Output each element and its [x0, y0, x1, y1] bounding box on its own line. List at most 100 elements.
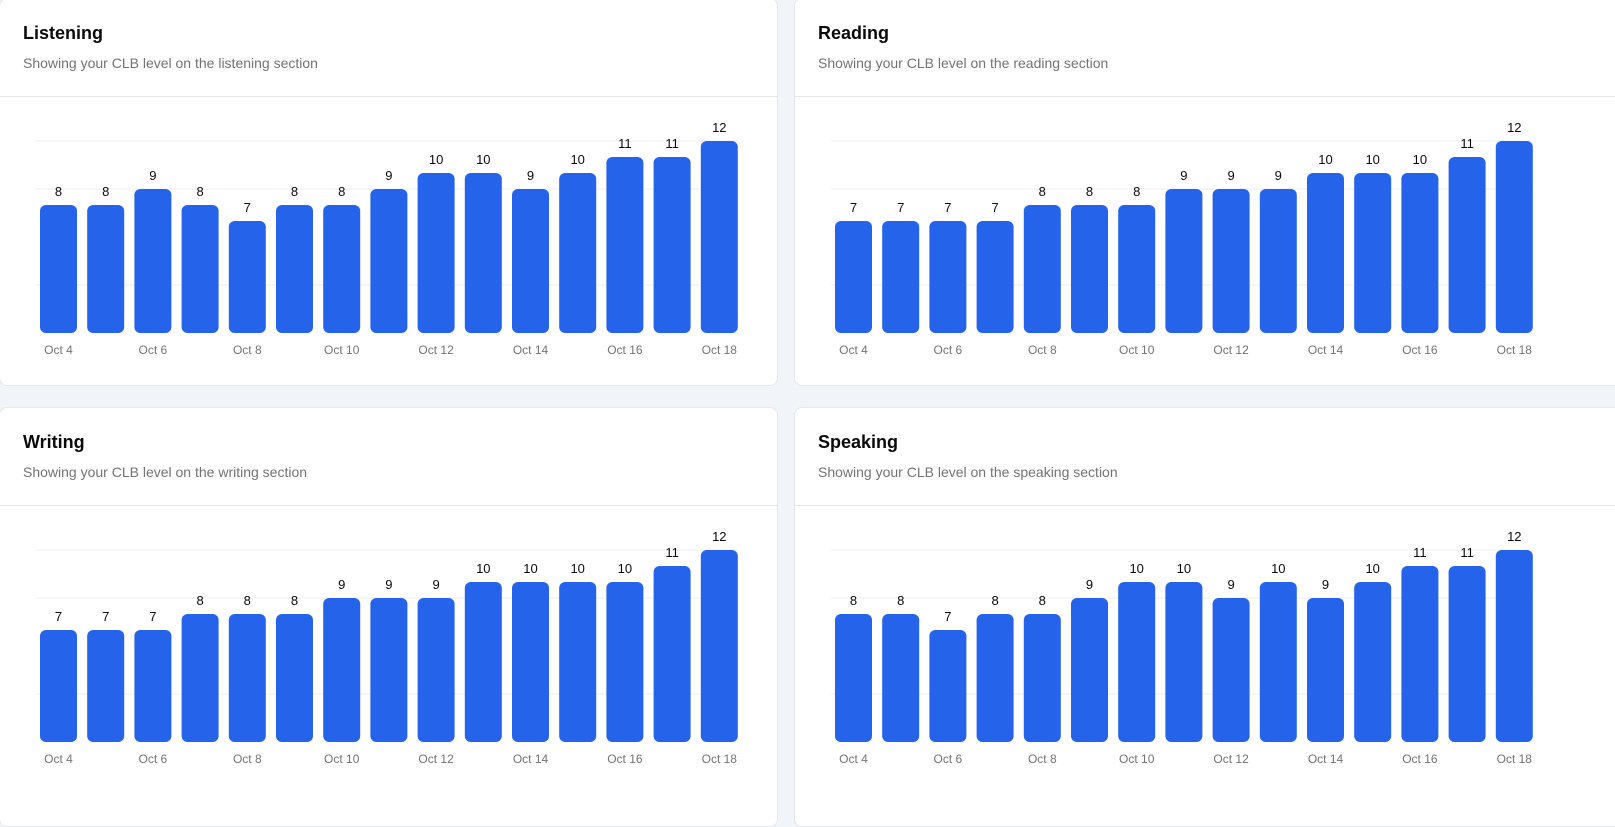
bar: [1259, 582, 1297, 742]
bar: [1118, 582, 1156, 742]
reading-card: Reading Showing your CLB level on the re…: [794, 0, 1615, 386]
bar-value-label: 8: [1039, 593, 1046, 608]
bar: [653, 566, 691, 742]
bar-value-label: 8: [1039, 184, 1046, 199]
bar: [835, 221, 872, 333]
bar-value-label: 11: [1460, 545, 1474, 560]
bar: [1023, 614, 1061, 742]
bar: [228, 614, 266, 742]
bar: [882, 614, 920, 742]
bar: [181, 614, 219, 742]
bar-value-label: 10: [523, 561, 537, 576]
card-header: Speaking Showing your CLB level on the s…: [795, 408, 1615, 506]
bar-value-label: 8: [244, 593, 251, 608]
bar: [370, 189, 408, 333]
x-tick-label: Oct 16: [1402, 752, 1438, 766]
x-tick-label: Oct 18: [1497, 343, 1533, 357]
bar: [134, 630, 172, 742]
bar-value-label: 11: [665, 545, 679, 560]
x-tick-label: Oct 10: [324, 752, 360, 766]
bar-value-label: 9: [527, 168, 534, 183]
bar-value-label: 9: [1275, 168, 1282, 183]
x-tick-label: Oct 12: [418, 343, 454, 357]
bar: [1307, 598, 1344, 742]
bar: [1165, 189, 1203, 333]
bar: [417, 598, 455, 742]
card-subtitle: Showing your CLB level on the listening …: [23, 55, 318, 71]
card-header: Writing Showing your CLB level on the wr…: [0, 408, 777, 506]
bar-value-label: 9: [432, 577, 439, 592]
bar: [606, 582, 644, 742]
x-tick-label: Oct 8: [1028, 343, 1057, 357]
bar-value-label: 9: [1322, 577, 1329, 592]
bar-value-label: 7: [991, 200, 998, 215]
bar: [1118, 205, 1156, 333]
bar: [1448, 566, 1486, 742]
bar-value-label: 7: [55, 609, 62, 624]
bar-value-label: 10: [1365, 561, 1379, 576]
bar: [1354, 173, 1392, 333]
x-tick-label: Oct 6: [139, 343, 168, 357]
bar: [87, 630, 125, 742]
bar-value-label: 10: [1318, 152, 1332, 167]
x-tick-label: Oct 14: [513, 752, 549, 766]
card-header: Listening Showing your CLB level on the …: [0, 0, 777, 97]
x-tick-label: Oct 10: [1119, 343, 1155, 357]
bar-value-label: 10: [1271, 561, 1285, 576]
x-tick-label: Oct 18: [702, 343, 738, 357]
bar: [1495, 550, 1533, 742]
bar: [1071, 598, 1108, 742]
bar-value-label: 9: [385, 577, 392, 592]
card-title: Listening: [23, 23, 103, 43]
bar-value-label: 11: [1413, 545, 1427, 560]
x-tick-label: Oct 4: [839, 343, 868, 357]
bar: [700, 141, 738, 333]
card-header: Reading Showing your CLB level on the re…: [795, 0, 1615, 97]
bar-value-label: 8: [291, 184, 298, 199]
bar: [134, 189, 172, 333]
x-tick-label: Oct 10: [324, 343, 360, 357]
bar-value-label: 12: [712, 529, 726, 544]
bar-value-label: 8: [196, 593, 203, 608]
card-title: Writing: [23, 432, 85, 452]
x-tick-label: Oct 18: [1497, 752, 1533, 766]
bar: [1165, 582, 1203, 742]
bar: [929, 630, 967, 742]
bar: [1354, 582, 1392, 742]
bar: [464, 173, 502, 333]
bar: [559, 173, 597, 333]
bar-value-label: 8: [55, 184, 62, 199]
bar-value-label: 10: [570, 152, 584, 167]
bar: [882, 221, 920, 333]
bar-value-label: 10: [618, 561, 632, 576]
bar: [1495, 141, 1533, 333]
bar: [1071, 205, 1108, 333]
x-tick-label: Oct 12: [1213, 343, 1249, 357]
bar-value-label: 12: [712, 120, 726, 135]
bar-value-label: 9: [149, 168, 156, 183]
bar-value-label: 10: [476, 152, 490, 167]
card-title: Reading: [818, 23, 890, 43]
bar: [976, 221, 1014, 333]
bar-value-label: 9: [1227, 577, 1234, 592]
bar: [559, 582, 597, 742]
bar: [1212, 189, 1250, 333]
bar-value-label: 8: [1086, 184, 1093, 199]
listening-chart: 8 Oct 4 8 9 Oct 6 8 7 Oct 8 8 8 Oct 10 9 10 Oct 12 10 9…: [36, 120, 738, 357]
speaking-chart: 8 Oct 4 8 7 Oct 6 8 8 Oct 8 9 10 Oct 10 10 9 Oct 12 10…: [831, 529, 1533, 766]
bar-value-label: 8: [897, 593, 904, 608]
x-tick-label: Oct 10: [1119, 752, 1155, 766]
bar: [87, 205, 125, 333]
bar: [370, 598, 408, 742]
x-tick-label: Oct 4: [44, 752, 73, 766]
x-tick-label: Oct 14: [1308, 752, 1344, 766]
bar-value-label: 7: [244, 200, 251, 215]
bar: [835, 614, 872, 742]
bar: [929, 221, 967, 333]
bar-value-label: 12: [1507, 529, 1521, 544]
bar-value-label: 11: [618, 136, 632, 151]
reading-chart: 7 Oct 4 7 7 Oct 6 7 8 Oct 8 8 8 Oct 10 9 9 Oct 12 9 10 O…: [831, 120, 1533, 357]
bar-value-label: 8: [1133, 184, 1140, 199]
bar-value-label: 9: [338, 577, 345, 592]
bar-value-label: 10: [429, 152, 443, 167]
